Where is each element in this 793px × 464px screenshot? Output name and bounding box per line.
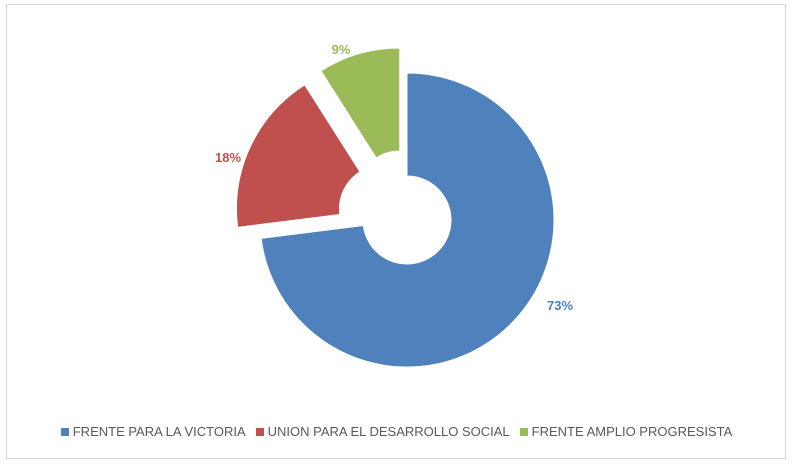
legend-label: FRENTE AMPLIO PROGRESISTA (531, 424, 733, 439)
legend-label: FRENTE PARA LA VICTORIA (72, 424, 246, 439)
legend-swatch (255, 427, 264, 436)
legend-item: UNION PARA EL DESARROLLO SOCIAL (255, 424, 510, 439)
slice-0 (260, 72, 555, 368)
data-label: 18% (215, 150, 241, 165)
legend-item: FRENTE AMPLIO PROGRESISTA (519, 424, 733, 439)
legend-label: UNION PARA EL DESARROLLO SOCIAL (267, 424, 510, 439)
legend-swatch (519, 427, 528, 436)
chart-area (6, 4, 786, 459)
slice-1 (235, 84, 361, 228)
legend-swatch (60, 427, 69, 436)
legend-item: FRENTE PARA LA VICTORIA (60, 424, 246, 439)
slice-2 (320, 47, 401, 159)
data-label: 9% (332, 42, 351, 57)
data-label: 73% (547, 298, 573, 313)
legend: FRENTE PARA LA VICTORIA UNION PARA EL DE… (0, 424, 793, 439)
